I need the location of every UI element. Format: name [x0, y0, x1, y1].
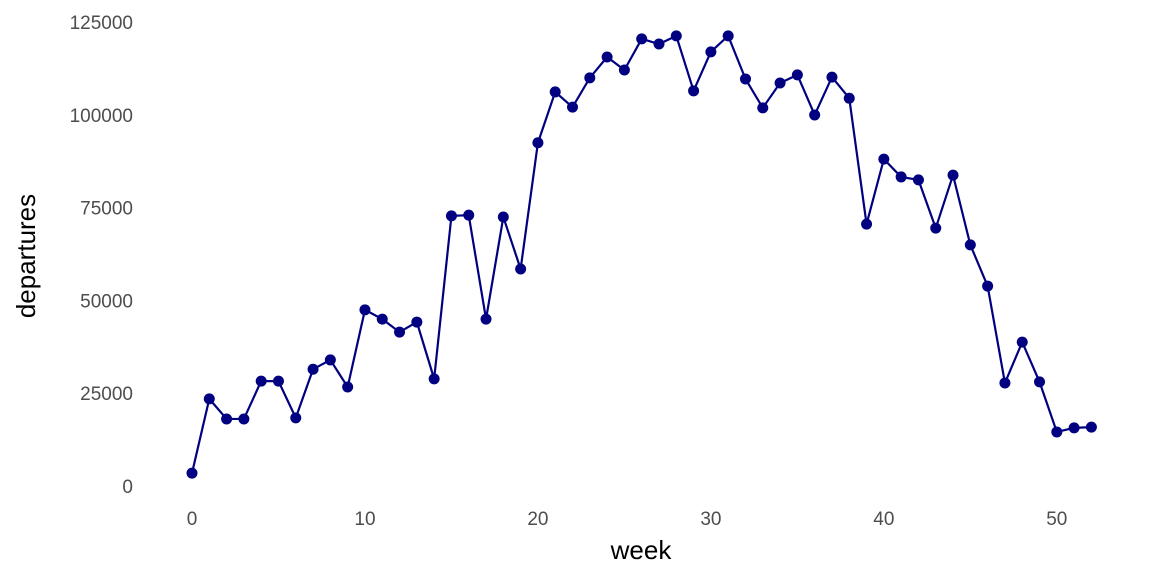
data-point [774, 77, 786, 89]
data-point [221, 413, 233, 425]
x-tick-label: 10 [354, 509, 375, 530]
data-point [999, 377, 1011, 389]
data-point [1068, 422, 1080, 434]
y-tick-label: 125000 [70, 13, 133, 34]
x-tick-label: 20 [527, 509, 548, 530]
data-point [618, 64, 630, 76]
data-point [757, 102, 769, 114]
y-tick-label: 75000 [80, 199, 133, 220]
data-point [670, 30, 682, 42]
data-point [809, 109, 821, 121]
x-tick-label: 0 [187, 509, 198, 530]
data-point [238, 413, 250, 425]
data-point [826, 71, 838, 83]
data-point [376, 313, 388, 325]
data-point [394, 326, 406, 338]
x-tick-label: 40 [873, 509, 894, 530]
data-point [497, 211, 509, 223]
x-tick-label: 30 [700, 509, 721, 530]
data-point [307, 363, 319, 375]
data-point [1034, 376, 1046, 388]
data-point [1085, 421, 1097, 433]
data-point [688, 85, 700, 97]
data-point [428, 373, 440, 385]
x-tick-label: 50 [1046, 509, 1067, 530]
data-point [947, 169, 959, 181]
data-point [342, 381, 354, 393]
y-tick-label: 25000 [80, 384, 133, 405]
data-point [463, 209, 475, 221]
data-point [739, 73, 751, 85]
data-point [290, 412, 302, 424]
data-point [791, 69, 803, 81]
data-point [515, 263, 527, 275]
data-point [1016, 336, 1028, 348]
data-point [964, 239, 976, 251]
data-point [653, 38, 665, 50]
y-tick-label: 100000 [70, 106, 133, 127]
data-point [1051, 426, 1063, 438]
data-point [532, 137, 544, 149]
data-point [584, 72, 596, 84]
data-point [912, 174, 924, 186]
y-tick-label: 0 [122, 477, 133, 498]
data-point [636, 33, 648, 45]
data-point [930, 222, 942, 234]
data-point [203, 393, 215, 405]
data-point [255, 375, 267, 387]
data-point [722, 30, 734, 42]
data-point [359, 304, 371, 316]
data-point [445, 210, 457, 222]
data-point [411, 316, 423, 328]
data-point [480, 313, 492, 325]
data-point [601, 51, 613, 63]
data-point [895, 171, 907, 183]
data-line [190, 33, 1092, 474]
data-point [186, 467, 198, 479]
data-point [567, 101, 579, 113]
data-point [982, 280, 994, 292]
data-point [705, 46, 717, 58]
data-point [272, 375, 284, 387]
data-point [324, 354, 336, 366]
y-tick-label: 50000 [80, 291, 133, 312]
y-axis-title: departures [11, 194, 41, 318]
data-point [549, 86, 561, 98]
data-point [843, 92, 855, 104]
x-axis-title: week [610, 535, 673, 565]
data-point [878, 153, 890, 165]
data-point [861, 218, 873, 230]
